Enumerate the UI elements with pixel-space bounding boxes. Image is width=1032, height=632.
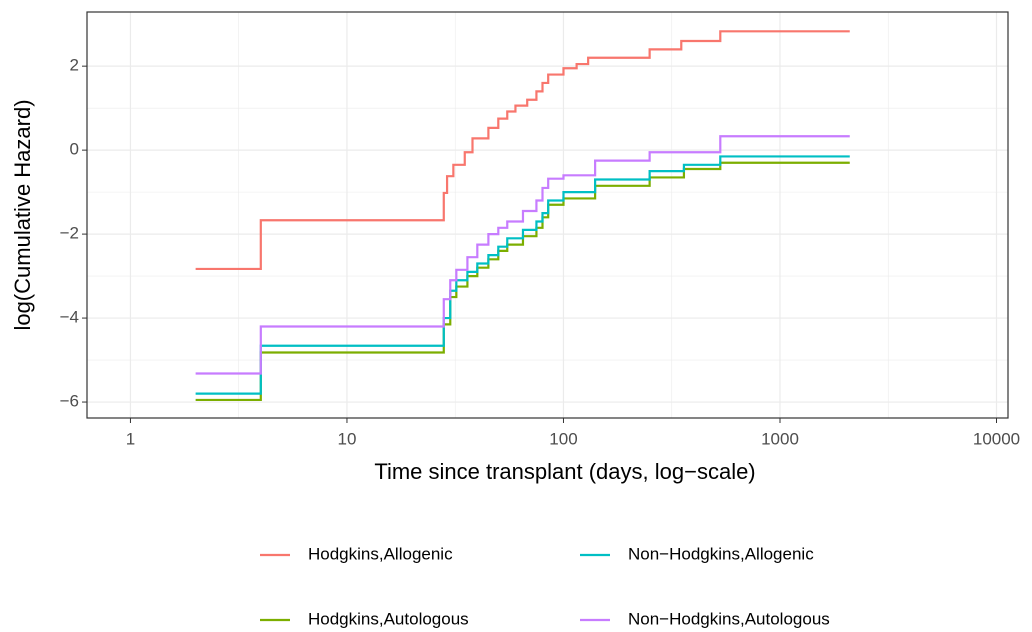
y-tick-label: −6 [60, 392, 79, 411]
x-axis-title: Time since transplant (days, log−scale) [374, 459, 755, 484]
y-tick-label: 0 [70, 140, 79, 159]
y-tick-label: −2 [60, 224, 79, 243]
panel-border [86, 11, 1009, 419]
legend-label: Hodgkins,Autologous [308, 609, 469, 628]
y-tick-label: −4 [60, 308, 79, 327]
y-axis-title: log(Cumulative Hazard) [10, 99, 35, 330]
legend-label: Hodgkins,Allogenic [308, 544, 453, 563]
x-tick-label: 1000 [761, 429, 799, 448]
y-tick-label: 2 [70, 56, 79, 75]
grid [87, 12, 1008, 418]
x-tick-label: 10 [338, 429, 357, 448]
step-line [195, 135, 850, 375]
legend-label: Non−Hodgkins,Allogenic [628, 544, 814, 563]
x-tick-label: 10000 [973, 429, 1020, 448]
step-line [195, 30, 850, 271]
x-tick-label: 1 [126, 429, 135, 448]
legend-label: Non−Hodgkins,Autologous [628, 609, 830, 628]
x-tick-label: 100 [549, 429, 577, 448]
